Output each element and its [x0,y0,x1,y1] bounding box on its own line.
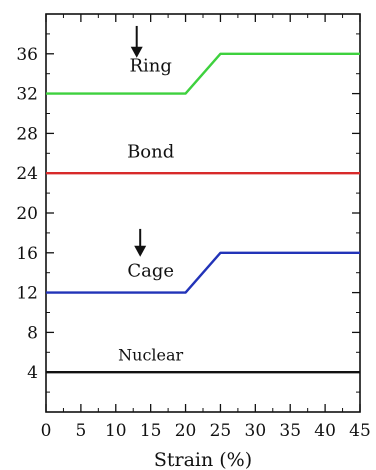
y-tick-label: 8 [27,323,38,343]
series-label-bond: Bond [127,141,174,162]
series-label-nuclear: Nuclear [118,345,183,364]
series-line-cage [46,251,360,294]
tick-labels: 0 5 10 15 20 25 30 35 40 45 4 8 12 16 20 24 28 32 36 [16,45,370,441]
series-line-ring [46,52,360,95]
arrow-head-ring [130,46,143,58]
y-tick-label: 32 [16,85,38,105]
series-label-ring: Ring [129,56,171,77]
y-tick-label: 24 [16,164,38,184]
x-axis-title: Strain (%) [154,449,252,470]
x-tick-label: 15 [140,421,162,441]
x-tick-label: 10 [105,421,127,441]
x-tick-label: 20 [175,421,197,441]
y-tick-label: 28 [16,124,38,144]
arrow-head-cage [134,245,147,257]
series-labels: Ring Bond Cage Nuclear [118,56,183,365]
x-tick-label: 0 [41,421,52,441]
y-tick-label: 16 [16,244,38,264]
x-tick-label: 25 [210,421,232,441]
x-tick-label: 5 [75,421,86,441]
y-tick-label: 20 [16,204,38,224]
y-tick-label: 12 [16,284,38,304]
series-label-cage: Cage [127,261,174,282]
x-tick-label: 40 [314,421,336,441]
series-group [46,52,360,374]
y-tick-label: 36 [16,45,38,65]
y-tick-label: 4 [27,363,38,383]
arrows-group [130,25,147,257]
x-tick-label: 35 [279,421,301,441]
x-tick-label: 45 [349,421,371,441]
x-tick-label: 30 [245,421,267,441]
